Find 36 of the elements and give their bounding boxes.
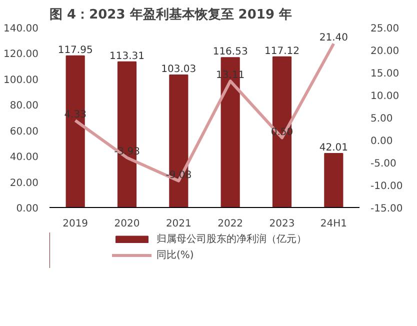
x-tick-label: 2020 xyxy=(114,218,140,230)
x-tick-label: 24H1 xyxy=(320,218,347,230)
y2-tick-label: 15.00 xyxy=(370,68,400,80)
y-tick-label: 0.00 xyxy=(16,204,38,214)
bar xyxy=(66,55,85,208)
x-tick-label: 2019 xyxy=(62,218,88,230)
data-label: 42.01 xyxy=(319,142,348,154)
data-label: 117.95 xyxy=(58,44,93,56)
data-label: 21.40 xyxy=(319,32,348,44)
y2-tick-label: 25.00 xyxy=(370,24,400,34)
y-tick-label: 60.00 xyxy=(10,126,39,138)
y-tick-label: 80.00 xyxy=(10,100,39,112)
legend-label: 归属母公司股东的净利润（亿元） xyxy=(156,232,306,246)
y2-tick-label: -5.00 xyxy=(370,158,396,170)
y2-tick-label: -15.00 xyxy=(370,204,403,214)
y2-tick-label: 5.00 xyxy=(370,114,393,124)
legend-label: 同比(%) xyxy=(156,248,194,262)
y-tick-label: 140.00 xyxy=(4,24,39,34)
y-tick-label: 20.00 xyxy=(10,178,39,189)
y2-tick-label: 0.00 xyxy=(370,136,393,147)
y2-tick-label: 10.00 xyxy=(370,91,400,102)
y2-tick-label: 20.00 xyxy=(370,46,400,57)
bar xyxy=(272,56,292,208)
x-tick-label: 2023 xyxy=(269,218,295,230)
data-label: 103.03 xyxy=(161,64,196,76)
y-tick-label: 120.00 xyxy=(4,49,39,60)
data-label: 113.31 xyxy=(110,50,145,62)
y-tick-label: 100.00 xyxy=(4,74,39,86)
x-tick-label: 2022 xyxy=(218,218,244,230)
y2-tick-label: -10.00 xyxy=(370,181,403,192)
y-tick-label: 40.00 xyxy=(10,152,39,164)
data-label: 116.53 xyxy=(212,46,248,58)
bar xyxy=(324,152,344,208)
chart-title: 图 4：2023 年盈利基本恢复至 2019 年 xyxy=(50,6,292,22)
x-tick-label: 2021 xyxy=(166,218,192,230)
data-label: 117.12 xyxy=(264,46,300,57)
